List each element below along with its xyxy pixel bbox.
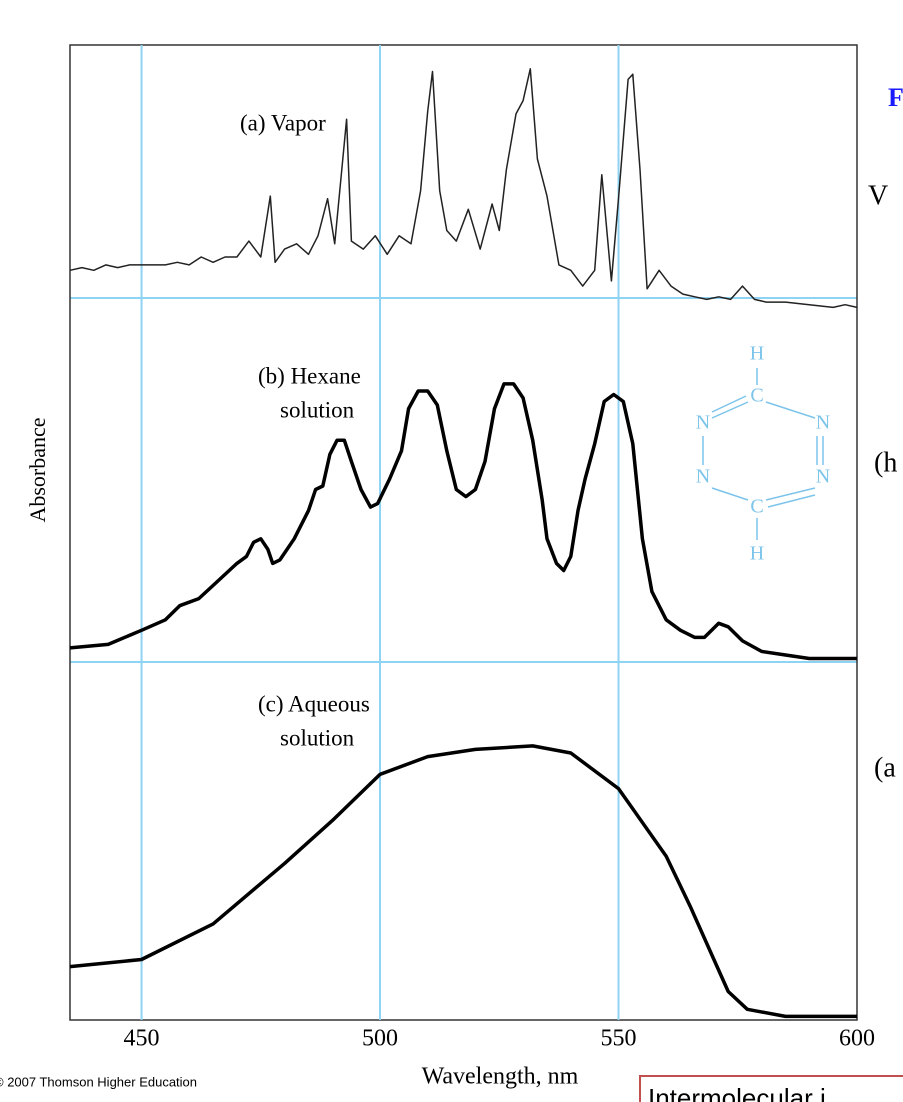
spectrum-line — [69, 744, 857, 1019]
x-tick-label: 550 — [601, 1026, 637, 1052]
plot-frame — [69, 44, 858, 1021]
x-tick-label: 500 — [362, 1026, 398, 1052]
spectrum-line — [69, 382, 857, 661]
panel-label: solution — [280, 397, 355, 422]
side-text: V — [868, 180, 888, 211]
side-text: F — [888, 83, 903, 112]
x-tick-label: 600 — [839, 1026, 875, 1052]
side-text: (a — [874, 752, 896, 783]
atom-label: N — [696, 466, 710, 488]
callout-text: Intermolecular i — [648, 1083, 826, 1102]
atom-label: C — [750, 496, 763, 518]
panel-label: (c) Aqueous — [258, 691, 370, 716]
panel-label: (a) Vapor — [240, 110, 326, 135]
atom-label: N — [816, 412, 830, 434]
atom-label: H — [750, 543, 764, 565]
atom-label: H — [750, 343, 764, 365]
spectrum-line — [69, 68, 858, 309]
atom-label: N — [696, 412, 710, 434]
x-tick-label: 450 — [124, 1026, 160, 1052]
atom-label: C — [750, 385, 763, 407]
callout-box — [639, 1075, 903, 1102]
side-text: (h — [874, 447, 897, 478]
copyright: © 2007 Thomson Higher Education — [0, 1074, 197, 1089]
y-axis-label: Absorbance — [25, 417, 50, 522]
panel-label: solution — [280, 725, 355, 750]
panel-label: (b) Hexane — [258, 363, 361, 388]
x-axis-label: Wavelength, nm — [422, 1064, 579, 1090]
atom-label: N — [816, 466, 830, 488]
molecule-bonds — [702, 368, 824, 540]
